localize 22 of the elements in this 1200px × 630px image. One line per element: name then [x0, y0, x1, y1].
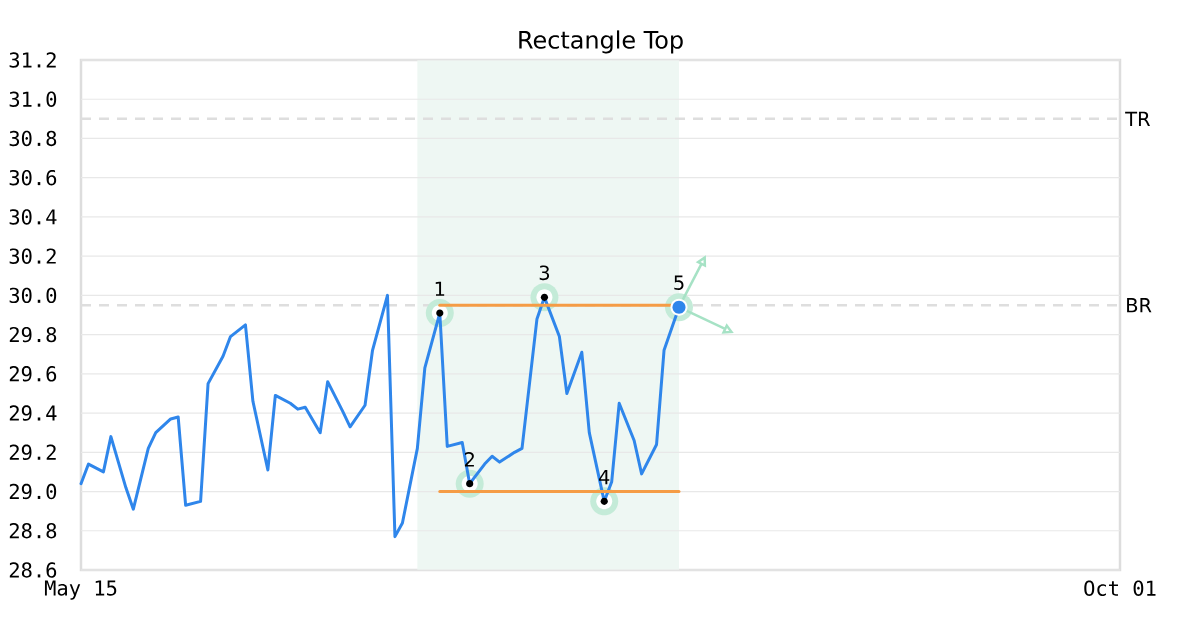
y-tick-label: 30.4	[9, 209, 57, 225]
x-tick-label: Oct 01	[1084, 580, 1156, 596]
annotation: 5	[674, 275, 684, 290]
y-tick-label: 29.8	[9, 326, 57, 343]
chart-title: Rectangle Top	[519, 30, 683, 54]
y-tick-label: 28.8	[9, 523, 57, 539]
y-tick-label: 30.0	[9, 287, 57, 304]
y-tick-label: 28.6	[9, 562, 57, 578]
y-tick-label: 29.0	[9, 483, 57, 500]
annotation: 1	[435, 281, 445, 296]
y-tick-label: 30.8	[9, 130, 57, 147]
annotation: 3	[539, 265, 550, 281]
y-tick-label: 29.6	[9, 366, 57, 382]
y-tick-label: 29.2	[9, 444, 56, 461]
y-tick-label: 30.6	[9, 169, 57, 186]
y-tick-label: 31.2	[9, 52, 56, 68]
x-tick-label: May 15	[44, 580, 117, 600]
ref-line-label: TR	[1125, 111, 1151, 126]
y-tick-label: 31.0	[9, 91, 57, 107]
y-tick-label: 29.4	[9, 405, 57, 421]
ref-line-label: BR	[1127, 298, 1152, 313]
y-tick-label: 30.2	[9, 248, 56, 264]
